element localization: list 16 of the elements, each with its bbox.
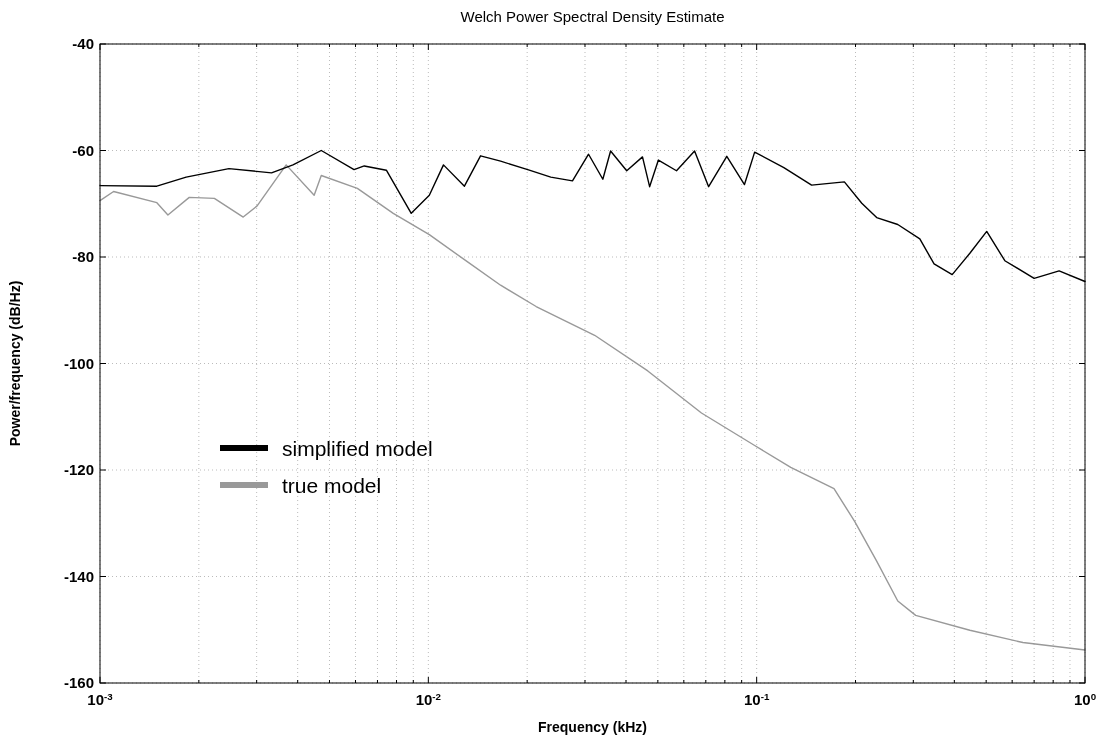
x-tick-label: 10$^{0}$ bbox=[1073, 690, 1097, 708]
x-axis-title: Frequency (kHz) bbox=[538, 719, 647, 735]
y-tick-label: -80 bbox=[72, 248, 94, 265]
chart-title: Welch Power Spectral Density Estimate bbox=[460, 8, 725, 25]
legend-label: simplified model bbox=[282, 437, 433, 460]
y-tick-label: -60 bbox=[72, 141, 94, 159]
y-tick-label: -100 bbox=[63, 354, 94, 372]
legend-label: true model bbox=[282, 474, 382, 497]
x-tick-label: 10$^{-1}$ bbox=[743, 690, 770, 708]
y-tick-label: -40 bbox=[72, 35, 94, 52]
y-tick-label: -140 bbox=[63, 567, 94, 585]
y-tick-label: -120 bbox=[63, 461, 94, 478]
x-tick-label: 10$^{-2}$ bbox=[415, 690, 442, 708]
y-tick-label: -160 bbox=[63, 674, 94, 691]
y-axis-title: Power/frequency (dB/Hz) bbox=[7, 280, 23, 447]
x-tick-label: 10$^{-3}$ bbox=[87, 690, 114, 708]
